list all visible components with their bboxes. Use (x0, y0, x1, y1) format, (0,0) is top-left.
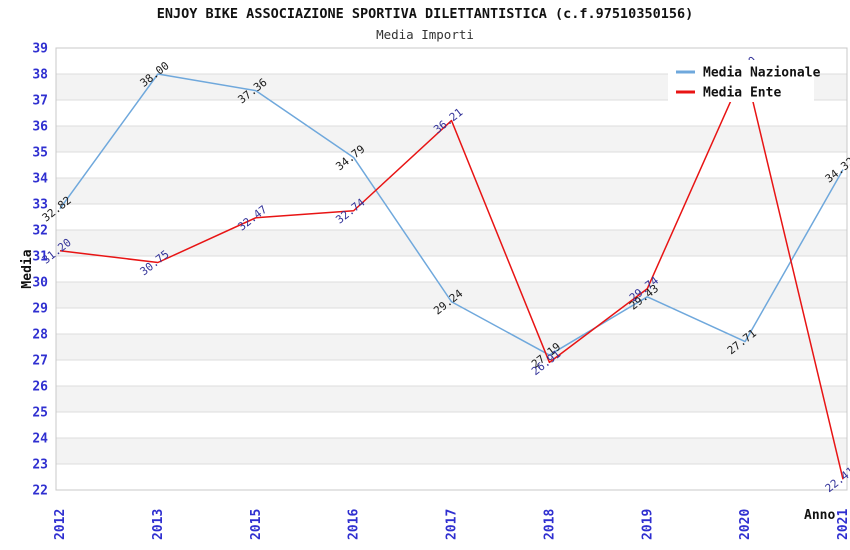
legend-background (668, 60, 814, 102)
x-tick-label: 2012 (53, 509, 68, 540)
plot-stripe (56, 438, 847, 464)
plot-stripe (56, 178, 847, 204)
x-tick-label: 2018 (542, 509, 557, 540)
x-tick-label: 2016 (347, 509, 362, 540)
chart-subtitle: Media Importi (376, 27, 474, 42)
y-tick-label: 31 (32, 250, 48, 265)
y-tick-label: 33 (32, 198, 48, 213)
y-tick-label: 38 (32, 68, 48, 83)
y-axis-title: Media (20, 249, 35, 288)
y-tick-label: 35 (32, 146, 48, 161)
legend-label: Media Nazionale (703, 66, 821, 81)
plot-stripe (56, 230, 847, 256)
y-tick-label: 23 (32, 458, 48, 473)
point-value-label: 32.47 (235, 203, 269, 234)
y-tick-label: 32 (32, 224, 48, 239)
y-tick-label: 26 (32, 380, 48, 395)
series-line-media-ente (59, 68, 844, 480)
y-tick-label: 39 (32, 42, 48, 57)
plot-stripe (56, 386, 847, 412)
y-tick-label: 36 (32, 120, 48, 135)
legend-label: Media Ente (703, 86, 781, 101)
y-tick-label: 30 (32, 276, 48, 291)
y-tick-label: 25 (32, 406, 48, 421)
point-value-label: 22.41 (823, 464, 850, 495)
legend: Media Nazionale Media Ente (668, 60, 821, 102)
x-tick-label: 2015 (249, 509, 264, 540)
x-tick-label: 2017 (445, 509, 460, 540)
x-tick-label: 2021 (836, 509, 850, 540)
plot-border (55, 47, 848, 491)
plot-stripe (56, 282, 847, 308)
y-tick-label: 37 (32, 94, 48, 109)
y-tick-label: 29 (32, 302, 48, 317)
y-tick-label: 22 (32, 484, 48, 499)
chart-title: ENJOY BIKE ASSOCIAZIONE SPORTIVA DILETTA… (156, 6, 694, 22)
plot-stripe (56, 334, 847, 360)
y-tick-label: 27 (32, 354, 48, 369)
x-tick-label: 2019 (640, 509, 655, 540)
series-line-media-nazionale (59, 73, 844, 356)
x-tick-label: 2020 (738, 509, 753, 540)
y-tick-label: 24 (32, 432, 48, 447)
y-tick-label: 34 (32, 172, 48, 187)
y-tick-label: 28 (32, 328, 48, 343)
x-tick-label: 2013 (151, 509, 166, 540)
plot-stripe (56, 126, 847, 152)
x-axis-title: Anno (804, 508, 835, 523)
